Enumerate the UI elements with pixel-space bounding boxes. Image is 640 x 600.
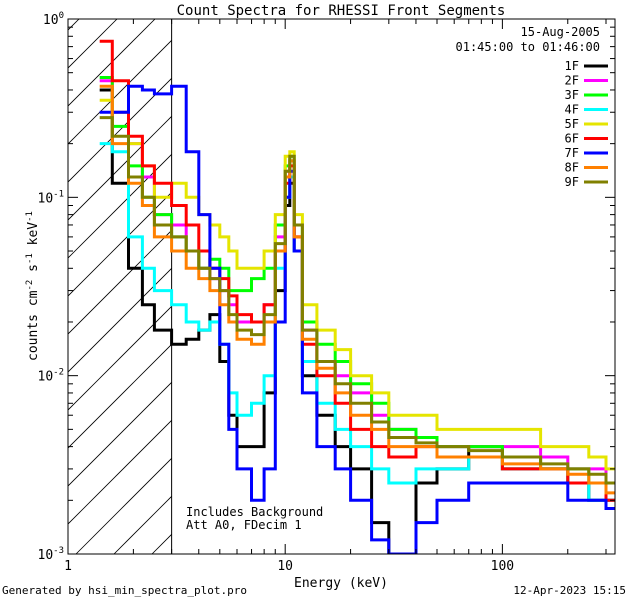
hatch-line <box>68 153 172 259</box>
hatch-line <box>68 191 172 297</box>
hatch-line <box>0 0 106 554</box>
legend-time-range: 01:45:00 to 01:46:00 <box>456 40 601 54</box>
axis-ticks <box>67 18 615 555</box>
hatch-line <box>68 381 172 487</box>
x-tick-labels: 1 10 100 <box>64 559 514 574</box>
hatch-line <box>68 419 172 525</box>
legend-label: 2F <box>565 74 579 88</box>
y-axis-label-exp3: -1 <box>25 211 35 222</box>
series-line-8F <box>99 84 615 495</box>
y-tick-label: 10-2 <box>38 368 65 385</box>
y-tick-label: 10-3 <box>38 546 65 563</box>
hatch-line <box>68 19 80 31</box>
legend: 15-Aug-2005 01:45:00 to 01:46:00 1F2F3F4… <box>456 25 608 189</box>
series-line-6F <box>99 39 615 502</box>
y-axis-label-exp1: -2 <box>25 280 35 291</box>
annotation-background: Includes Background <box>186 505 323 519</box>
hatch-line <box>68 229 172 335</box>
legend-date: 15-Aug-2005 <box>521 25 600 39</box>
hatch-line <box>68 305 172 411</box>
x-axis-label: Energy (keV) <box>294 576 388 591</box>
y-axis-label-main: counts cm <box>26 290 41 361</box>
legend-label: 6F <box>565 132 579 146</box>
series-line-3F <box>99 76 615 485</box>
series-line-2F <box>99 79 615 485</box>
legend-label: 7F <box>565 146 579 160</box>
legend-label: 9F <box>565 175 579 189</box>
x-tick-label: 10 <box>277 559 293 574</box>
hatch-line <box>75 457 172 554</box>
footer-generated-by: Generated by hsi_min_spectra_plot.pro <box>2 584 247 597</box>
hatch-line <box>68 19 118 69</box>
series-line-7F <box>99 84 615 554</box>
legend-entry-3F: 3F <box>565 88 608 102</box>
chart-title: Count Spectra for RHESSI Front Segments <box>177 3 506 19</box>
y-axis-label-exp2: -1 <box>25 253 35 264</box>
series-group <box>99 39 615 554</box>
legend-entry-1F: 1F <box>565 59 608 73</box>
series-line-5F <box>99 98 615 471</box>
hatch-line <box>113 495 172 554</box>
hatch-line <box>68 343 172 449</box>
legend-entry-8F: 8F <box>565 161 608 175</box>
y-axis-label-mid2: keV <box>26 222 41 253</box>
legend-label: 8F <box>565 161 579 175</box>
legend-label: 5F <box>565 117 579 131</box>
y-tick-label: 100 <box>43 11 64 28</box>
hatch-line <box>68 267 172 373</box>
legend-entry-2F: 2F <box>565 74 608 88</box>
hatch-line <box>266 0 640 554</box>
legend-label: 3F <box>565 88 579 102</box>
y-tick-label: 10-1 <box>38 189 65 206</box>
annotation-attenuator: Att A0, FDecim 1 <box>186 518 302 532</box>
x-tick-label: 100 <box>491 559 514 574</box>
legend-entry-5F: 5F <box>565 117 608 131</box>
hatch-line <box>68 39 172 145</box>
x-tick-label: 1 <box>64 559 72 574</box>
footer-timestamp: 12-Apr-2023 15:15 <box>513 584 626 597</box>
plot-frame <box>67 18 616 555</box>
legend-entry-4F: 4F <box>565 103 608 117</box>
hatch-line <box>68 19 156 107</box>
attenuator-hatch-region <box>0 0 640 554</box>
legend-label: 4F <box>565 103 579 117</box>
series-line-9F <box>99 116 615 485</box>
legend-entry-9F: 9F <box>565 175 608 189</box>
legend-entry-7F: 7F <box>565 146 608 160</box>
y-axis-label-mid: s <box>26 264 41 280</box>
y-axis-label: counts cm-2 s-1 keV-1 <box>25 211 41 361</box>
legend-label: 1F <box>565 59 579 73</box>
y-tick-labels: 100 10-1 10-2 10-3 <box>38 11 65 563</box>
legend-entry-6F: 6F <box>565 132 608 146</box>
